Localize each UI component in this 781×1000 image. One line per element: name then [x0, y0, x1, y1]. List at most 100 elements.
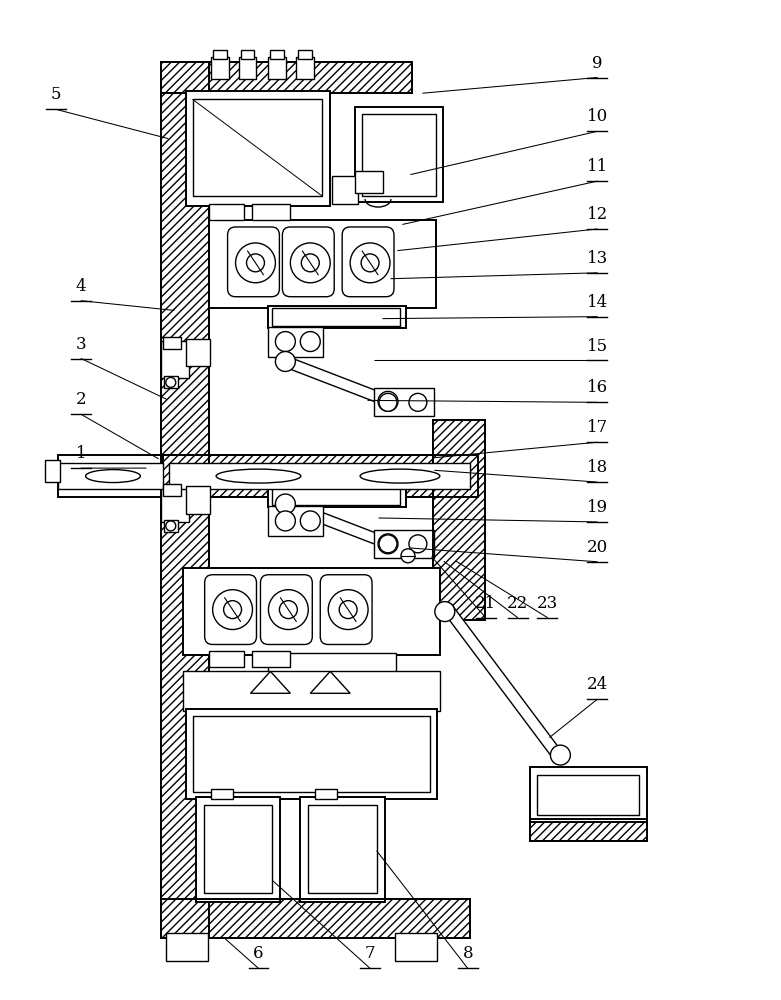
Bar — [161, 62, 209, 938]
Bar — [273, 487, 400, 505]
Circle shape — [212, 590, 252, 630]
Text: 9: 9 — [592, 55, 602, 72]
Circle shape — [409, 535, 427, 553]
Bar — [273, 308, 400, 326]
Text: 21: 21 — [475, 595, 496, 612]
Bar — [193, 716, 430, 792]
Text: 20: 20 — [587, 539, 608, 556]
Bar — [241, 50, 255, 59]
Bar — [196, 797, 280, 902]
Text: 11: 11 — [587, 158, 608, 175]
Bar — [269, 506, 323, 536]
Bar — [161, 62, 412, 93]
Bar — [530, 819, 647, 841]
Bar — [374, 388, 433, 416]
Circle shape — [379, 393, 397, 411]
Bar — [209, 204, 244, 220]
Text: 19: 19 — [587, 499, 608, 516]
Circle shape — [350, 243, 390, 283]
Bar — [530, 767, 647, 822]
Polygon shape — [251, 671, 291, 693]
Circle shape — [276, 511, 295, 531]
Bar — [355, 107, 443, 202]
Text: 13: 13 — [587, 250, 608, 267]
Bar — [209, 651, 244, 667]
Bar — [238, 57, 256, 79]
Bar — [59, 455, 162, 497]
Text: 3: 3 — [76, 336, 87, 353]
Bar — [355, 171, 383, 193]
Bar — [212, 50, 226, 59]
Text: 15: 15 — [587, 338, 608, 355]
Circle shape — [339, 601, 357, 619]
Text: 6: 6 — [253, 945, 264, 962]
Circle shape — [247, 254, 265, 272]
Bar — [186, 91, 330, 206]
Bar — [166, 933, 208, 961]
Text: 1: 1 — [76, 445, 87, 462]
Bar — [161, 455, 478, 497]
Bar — [211, 57, 229, 79]
Text: 24: 24 — [587, 676, 608, 693]
Bar — [298, 50, 312, 59]
Circle shape — [301, 511, 320, 531]
Bar — [269, 306, 406, 328]
Bar — [395, 933, 437, 961]
Bar — [186, 486, 209, 514]
Ellipse shape — [86, 470, 141, 483]
Circle shape — [236, 243, 276, 283]
Polygon shape — [283, 497, 392, 551]
Circle shape — [269, 590, 308, 630]
Bar — [296, 57, 314, 79]
Text: 18: 18 — [587, 459, 608, 476]
Circle shape — [551, 745, 570, 765]
Circle shape — [291, 243, 330, 283]
Bar — [59, 463, 162, 489]
Bar — [204, 805, 273, 893]
Circle shape — [328, 590, 368, 630]
FancyBboxPatch shape — [205, 575, 256, 644]
Circle shape — [401, 549, 415, 563]
Bar — [161, 341, 189, 378]
Text: 22: 22 — [507, 595, 528, 612]
Bar — [433, 420, 485, 620]
FancyBboxPatch shape — [227, 227, 280, 297]
Circle shape — [166, 377, 176, 387]
Bar — [316, 789, 337, 799]
Bar — [537, 775, 639, 815]
Bar — [269, 327, 323, 357]
Circle shape — [276, 352, 295, 371]
Bar — [45, 460, 60, 482]
Text: 16: 16 — [587, 379, 608, 396]
Bar — [308, 805, 377, 893]
Bar — [164, 520, 178, 532]
Circle shape — [166, 521, 176, 531]
Circle shape — [276, 332, 295, 352]
Bar — [269, 485, 406, 507]
Bar — [183, 568, 440, 655]
Bar — [374, 530, 433, 558]
Text: 5: 5 — [51, 86, 62, 103]
Bar — [252, 651, 291, 667]
Bar — [186, 339, 209, 366]
FancyBboxPatch shape — [342, 227, 394, 297]
FancyBboxPatch shape — [283, 227, 334, 297]
Text: 2: 2 — [76, 391, 87, 408]
Circle shape — [361, 254, 379, 272]
Bar — [273, 308, 400, 326]
Polygon shape — [438, 605, 567, 759]
Circle shape — [301, 254, 319, 272]
Text: 23: 23 — [537, 595, 558, 612]
Text: 7: 7 — [365, 945, 376, 962]
Circle shape — [379, 535, 397, 553]
Circle shape — [223, 601, 241, 619]
Bar — [530, 819, 647, 841]
Circle shape — [301, 332, 320, 352]
Bar — [193, 99, 323, 196]
Circle shape — [280, 601, 298, 619]
Circle shape — [378, 534, 398, 554]
Circle shape — [409, 393, 427, 411]
Text: 8: 8 — [462, 945, 473, 962]
Polygon shape — [283, 355, 392, 408]
Bar — [183, 671, 440, 711]
